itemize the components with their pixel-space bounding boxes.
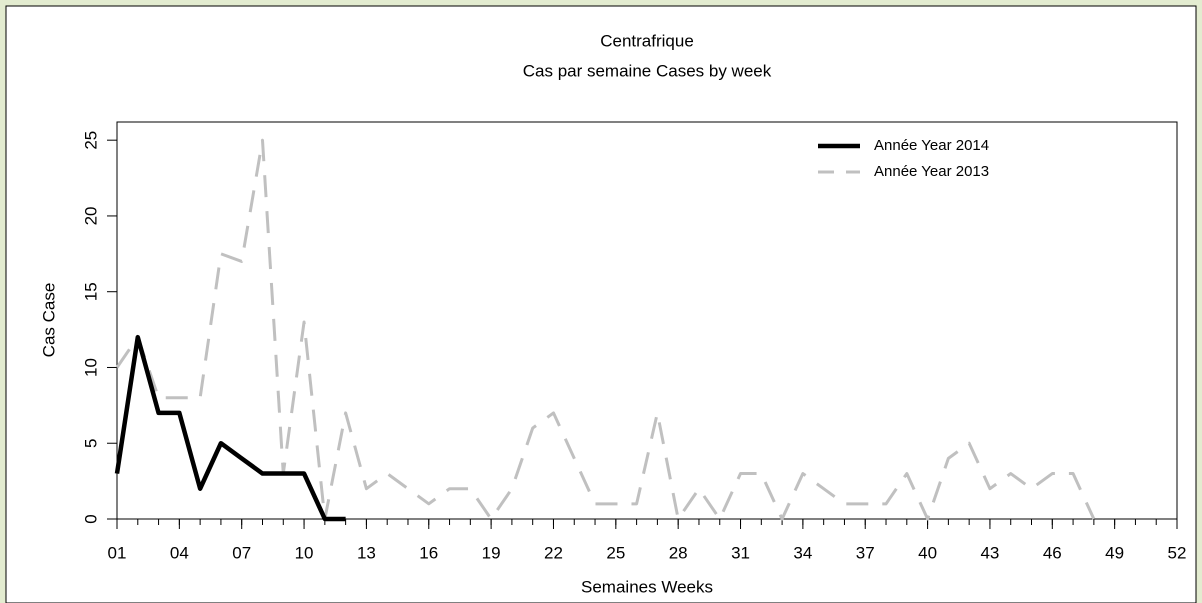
series-line (115, 138, 1096, 521)
x-tick-label: 34 (793, 543, 812, 562)
x-tick-label: 22 (544, 543, 563, 562)
x-axis-label: Semaines Weeks (581, 577, 713, 596)
y-tick-label: 10 (81, 358, 100, 377)
x-tick-label: 43 (980, 543, 999, 562)
x-tick-label: 37 (856, 543, 875, 562)
x-tick-label: 25 (606, 543, 625, 562)
chart-title: Centrafrique (600, 31, 694, 50)
y-tick-label: 5 (81, 439, 100, 448)
plot-box (116, 121, 1178, 520)
x-tick-label: 46 (1043, 543, 1062, 562)
legend-label: Année Year 2013 (874, 163, 989, 180)
x-tick-label: 16 (419, 543, 438, 562)
y-tick-label: 15 (81, 282, 100, 301)
x-tick-label: 10 (295, 543, 314, 562)
x-tick-label: 19 (482, 543, 501, 562)
series-line (114, 334, 346, 522)
chart-frame (5, 5, 1197, 603)
y-tick-label: 0 (81, 514, 100, 523)
y-axis-label: Cas Case (39, 283, 58, 358)
y-tick-label: 20 (81, 206, 100, 225)
legend-label: Année Year 2014 (874, 137, 989, 154)
x-tick-label: 07 (232, 543, 251, 562)
chart-subtitle: Cas par semaine Cases by week (523, 61, 772, 80)
x-tick-label: 04 (170, 543, 189, 562)
x-tick-label: 13 (357, 543, 376, 562)
y-tick-label: 25 (81, 131, 100, 150)
x-tick-label: 40 (918, 543, 937, 562)
x-tick-label: 31 (731, 543, 750, 562)
x-tick-label: 28 (669, 543, 688, 562)
x-tick-label: 01 (108, 543, 127, 562)
x-tick-label: 52 (1168, 543, 1187, 562)
x-tick-label: 49 (1105, 543, 1124, 562)
